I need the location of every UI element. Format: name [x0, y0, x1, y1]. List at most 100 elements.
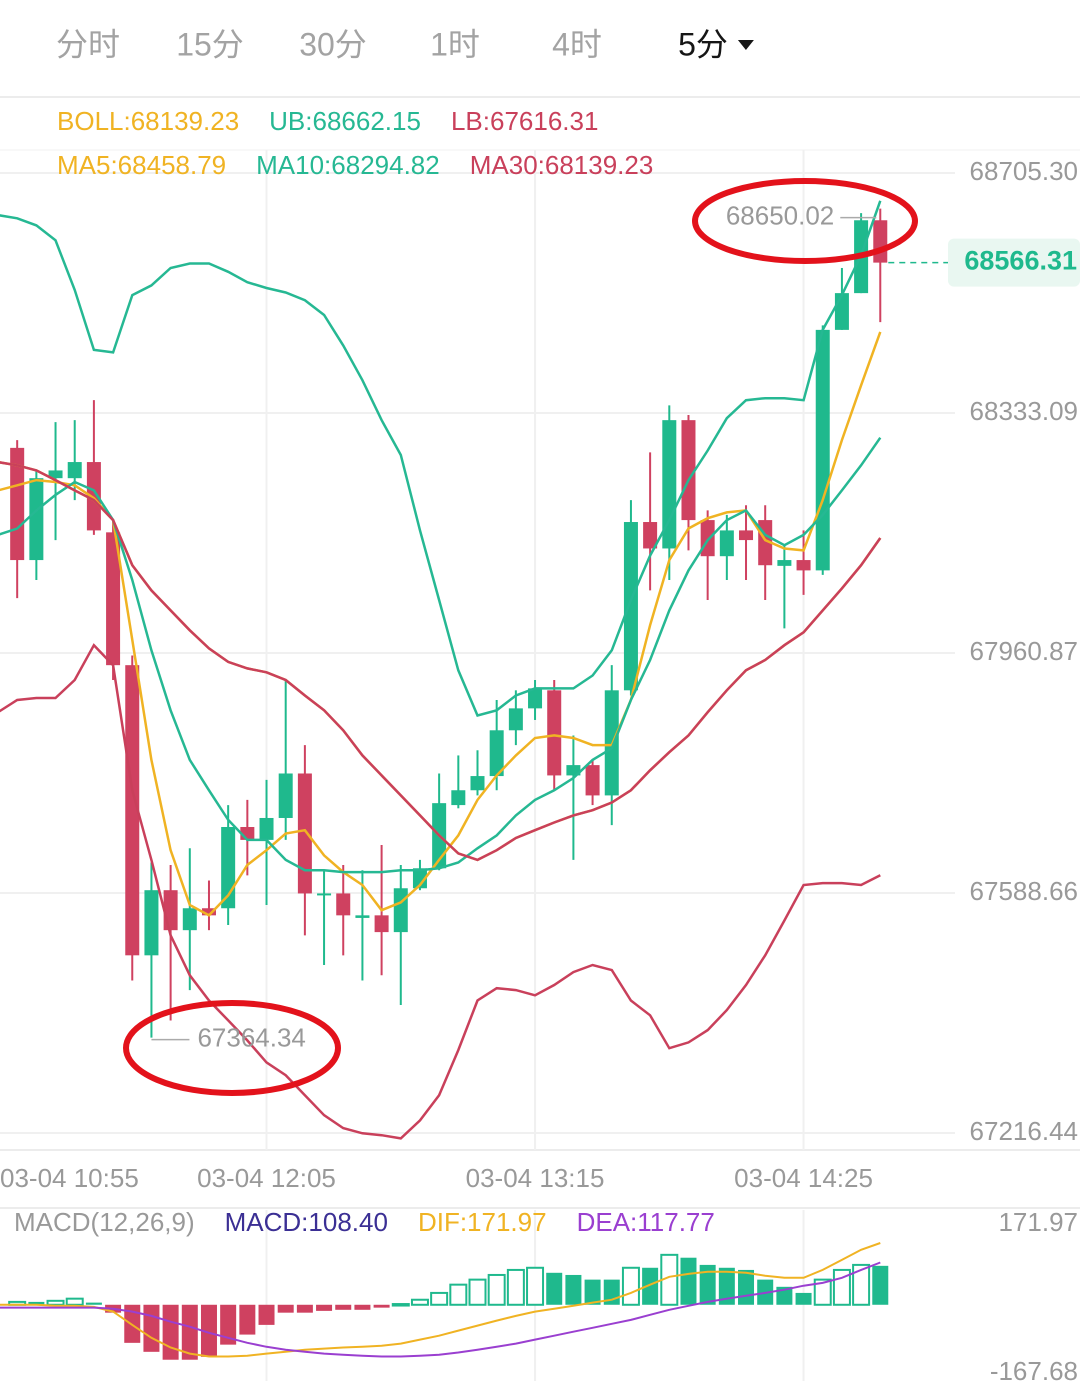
legend-entry: MA10:68294.82 [256, 150, 440, 180]
macd-bar [181, 1304, 198, 1360]
macd-bar [65, 1297, 84, 1306]
legend-entry: LB:67616.31 [451, 106, 598, 136]
candle-body [700, 520, 715, 557]
macd-bar [373, 1304, 390, 1308]
legend-entry: UB:68662.15 [269, 106, 421, 136]
macd-bar [258, 1304, 275, 1325]
candle-body [163, 890, 178, 931]
macd-bar [46, 1299, 65, 1306]
macd-bar [28, 1301, 45, 1305]
legend-entry: MA5:68458.79 [57, 150, 226, 180]
macd-line [0, 1261, 881, 1358]
candle-body [336, 893, 351, 916]
macd-bar [239, 1304, 256, 1335]
macd-bar [487, 1273, 506, 1306]
macd-bar [526, 1266, 545, 1306]
macd-bar [316, 1304, 333, 1311]
candle-body [451, 790, 466, 806]
tab[interactable]: 15分 [176, 26, 244, 62]
plot: 68705.30 68333.09 67960.87 67588.66 67216.44… [0, 106, 1080, 1381]
macd-bar [468, 1278, 487, 1306]
legend-entry: DEA:117.77 [577, 1207, 715, 1237]
macd-bar [220, 1304, 237, 1345]
macd-bar [449, 1283, 468, 1306]
x-tick-label: 03-04 14:25 [734, 1163, 873, 1193]
candle-body [201, 908, 216, 916]
legend-entry: MACD:108.40 [225, 1207, 388, 1237]
candle-body [86, 462, 101, 531]
macd-bar [546, 1272, 563, 1305]
candle-body [374, 915, 389, 933]
macd-bar [642, 1267, 659, 1305]
low-label: 67364.34 [197, 1023, 305, 1053]
macd-bar [565, 1274, 582, 1305]
candle-body [623, 522, 638, 691]
candle-body [528, 688, 543, 709]
candle-body [739, 530, 754, 541]
y-tick-label: 68333.09 [970, 396, 1078, 426]
candle-body [297, 773, 312, 894]
indicator-line [0, 436, 882, 874]
macd-bar [506, 1268, 525, 1306]
macd-bar [85, 1302, 102, 1305]
y-tick-label: 67588.66 [970, 876, 1078, 906]
highlight-ellipse [692, 178, 918, 264]
candle-body [48, 470, 63, 479]
last-price-box [948, 238, 1080, 287]
y-tick-label: -167.68 [990, 1356, 1078, 1381]
candle-body [125, 665, 140, 956]
candle-body [873, 220, 888, 263]
indicator-line [0, 461, 882, 862]
macd-bar [335, 1304, 352, 1310]
timeframe-tabs: 分时 15分 30分 1时 4时 5分 [56, 26, 754, 62]
candle-body [317, 893, 332, 896]
candle-body [259, 817, 274, 840]
candle-body [719, 530, 734, 557]
highlight-ellipse [123, 1000, 341, 1096]
macd-bar [296, 1304, 313, 1313]
last-price-label: 68566.31 [964, 246, 1077, 276]
legend-entry: MA30:68139.23 [470, 150, 654, 180]
candle-body [643, 522, 658, 549]
y-tick-label: 171.97 [998, 1207, 1078, 1237]
indicator-line [0, 643, 881, 1140]
macd-bar [718, 1267, 735, 1305]
y-tick-label: 68705.30 [970, 156, 1078, 186]
macd-bar [699, 1264, 716, 1305]
candle-body [796, 560, 811, 571]
candle-body [547, 690, 562, 776]
y-tick-label: 67960.87 [970, 636, 1078, 666]
macd-bar [872, 1265, 889, 1305]
candle-body [10, 447, 25, 561]
macd-line [0, 1242, 881, 1358]
legend-entry: DIF:171.97 [418, 1207, 547, 1237]
tab[interactable]: 30分 [299, 26, 367, 62]
candle-body [67, 462, 82, 479]
tab[interactable]: 分时 [56, 26, 120, 62]
tab[interactable]: 5分 [678, 26, 728, 62]
macd-bar [795, 1292, 812, 1305]
candle-body [681, 420, 696, 521]
macd-bar [143, 1304, 160, 1352]
macd-bar [162, 1304, 179, 1360]
candle-body [489, 730, 504, 777]
candle-body [106, 532, 121, 666]
macd-bar [430, 1291, 449, 1306]
macd-bar [738, 1269, 755, 1305]
candle-body [470, 776, 485, 791]
macd-bar [200, 1304, 217, 1357]
candle-body [278, 773, 293, 818]
candle-body [777, 560, 792, 566]
candle-body [662, 420, 677, 549]
candle-body [393, 888, 408, 933]
macd-bar [813, 1278, 832, 1306]
candle-body [815, 329, 830, 571]
macd-bar [277, 1304, 294, 1313]
high-label: 68650.02 [726, 201, 834, 231]
macd-bar [391, 1303, 410, 1307]
tab[interactable]: 1时 [430, 26, 480, 62]
tab[interactable]: 4时 [552, 26, 602, 62]
x-tick-label: 03-04 13:15 [466, 1163, 605, 1193]
indicator-line [0, 331, 882, 917]
